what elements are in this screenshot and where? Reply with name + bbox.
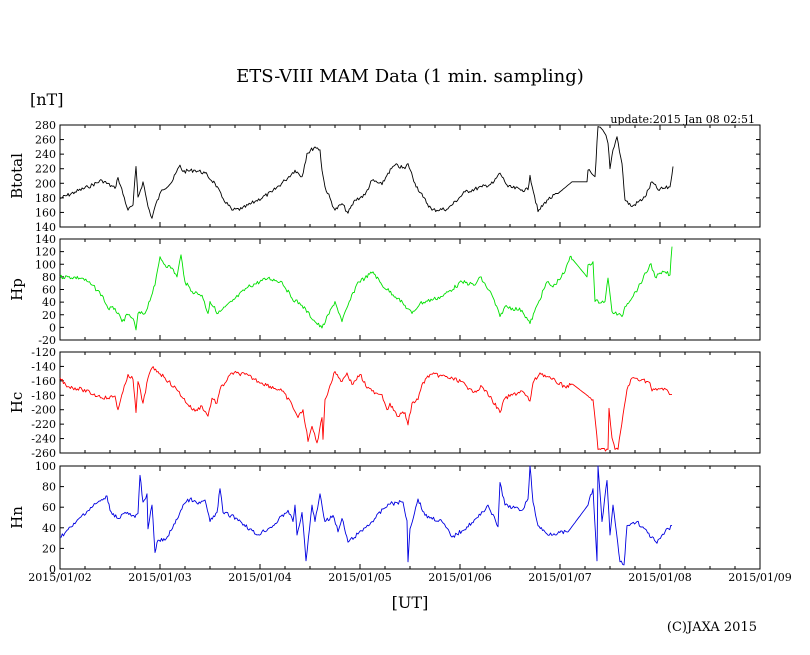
copyright-text: (C)JAXA 2015 [666, 620, 757, 635]
series-line-hp [59, 246, 673, 331]
x-tick-label: 2015/01/04 [228, 571, 291, 584]
x-tick-label: 2015/01/03 [128, 571, 191, 584]
y-tick-label: 100 [35, 258, 56, 271]
y-tick-label: 280 [35, 119, 56, 132]
y-tick-label: 0 [49, 321, 56, 334]
y-tick-label: 100 [35, 460, 56, 473]
series-line-hc [59, 366, 672, 452]
x-axis-label: [UT] [391, 593, 429, 612]
y-tick-label: -180 [31, 389, 56, 402]
y-tick-label: 180 [35, 192, 56, 205]
y-tick-label: 60 [42, 284, 56, 297]
x-tick-label: 2015/01/05 [328, 571, 391, 584]
panel-frame-hn [59, 465, 761, 570]
y-tick-label: 20 [42, 542, 56, 555]
y-tick-label: 140 [35, 221, 56, 234]
y-tick-label: -20 [38, 334, 56, 347]
unit-label: [nT] [30, 90, 64, 109]
x-tick-label: 2015/01/08 [628, 571, 691, 584]
y-axis-label-hn: Hn [8, 506, 26, 529]
y-tick-label: 40 [42, 522, 56, 535]
y-axis-label-btotal: Btotal [8, 153, 26, 199]
y-tick-label: 220 [35, 163, 56, 176]
y-tick-label: 20 [42, 309, 56, 322]
y-tick-label: 120 [35, 246, 56, 259]
x-tick-label: 2015/01/02 [28, 571, 91, 584]
y-tick-label: -140 [31, 360, 56, 373]
y-tick-label: 200 [35, 177, 56, 190]
y-tick-label: 240 [35, 148, 56, 161]
x-tick-label: 2015/01/06 [428, 571, 491, 584]
y-tick-label: -200 [31, 404, 56, 417]
y-tick-label: 160 [35, 206, 56, 219]
x-tick-label: 2015/01/09 [728, 571, 791, 584]
y-tick-label: 140 [35, 233, 56, 246]
y-axis-label-hc: Hc [8, 392, 26, 413]
y-tick-label: 60 [42, 501, 56, 514]
panel-frame-hc [59, 351, 761, 454]
y-axis-label-hp: Hp [8, 278, 26, 301]
panel-frame-btotal [59, 124, 761, 228]
y-tick-label: -120 [31, 346, 56, 359]
series-line-btotal [59, 126, 674, 219]
y-tick-label: -240 [31, 433, 56, 446]
y-tick-label: 40 [42, 296, 56, 309]
y-tick-label: 80 [42, 271, 56, 284]
update-timestamp: update:2015 Jan 08 02:51 [610, 113, 755, 126]
y-tick-label: 0 [49, 563, 56, 576]
chart-title: ETS-VIII MAM Data (1 min. sampling) [236, 66, 584, 87]
series-line-hn [59, 465, 673, 566]
x-tick-label: 2015/01/07 [528, 571, 591, 584]
panel-frame-hp [59, 238, 761, 341]
y-tick-label: 80 [42, 481, 56, 494]
y-tick-label: -220 [31, 418, 56, 431]
y-tick-label: 260 [35, 134, 56, 147]
y-tick-label: -260 [31, 447, 56, 460]
y-tick-label: -160 [31, 375, 56, 388]
